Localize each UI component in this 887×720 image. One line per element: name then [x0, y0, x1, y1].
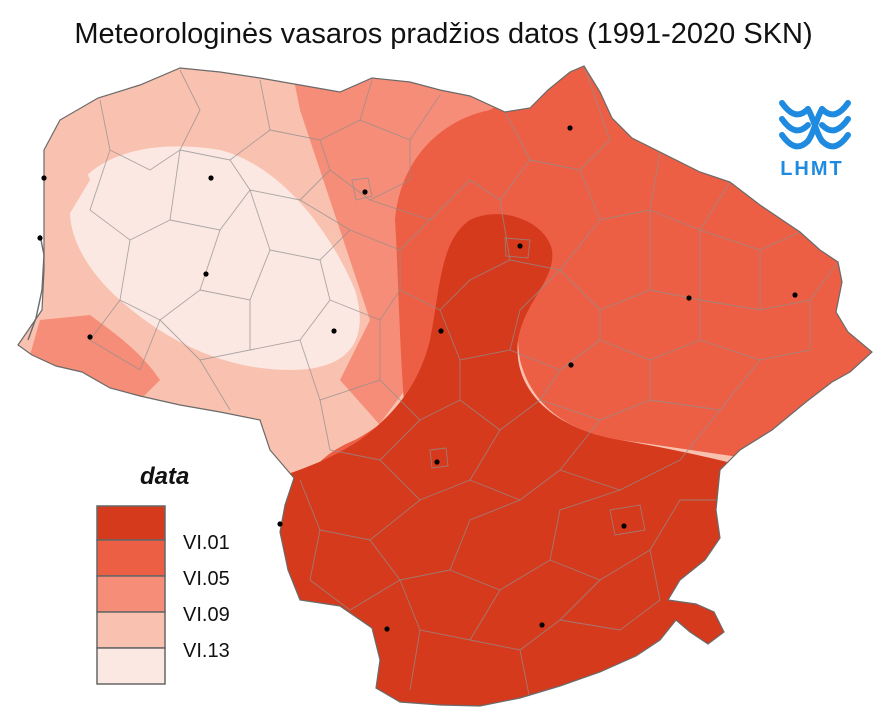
curonian-spit — [27, 234, 45, 341]
station-point — [203, 271, 209, 277]
station-point — [567, 125, 573, 131]
station-point — [362, 189, 368, 195]
legend-swatch — [96, 611, 166, 649]
station-point — [331, 328, 337, 334]
legend-label: VI.01 — [183, 532, 230, 554]
station-point — [87, 334, 93, 340]
legend-swatches — [96, 505, 166, 685]
station-point — [686, 295, 692, 301]
station-point — [208, 175, 214, 181]
legend-label: VI.05 — [183, 568, 230, 590]
station-point — [517, 243, 523, 249]
station-point — [434, 459, 440, 465]
legend-swatch — [96, 539, 166, 577]
zone-coast-north — [40, 130, 90, 300]
legend-swatch — [96, 575, 166, 613]
station-point — [438, 328, 444, 334]
legend-label: VI.13 — [183, 640, 230, 662]
zone-vi13-core — [70, 146, 360, 370]
legend-label: VI.09 — [183, 604, 230, 626]
country-border — [17, 65, 873, 707]
lhmt-logo-icon — [779, 100, 851, 150]
station-point — [41, 175, 47, 181]
municipality-borders — [89, 66, 839, 701]
station-point — [277, 521, 283, 527]
legend-swatch — [96, 647, 166, 685]
logo-text: LHMT — [780, 158, 844, 180]
map-title: Meteorologinės vasaros pradžios datos (1… — [74, 18, 813, 50]
station-point — [792, 292, 798, 298]
legend-swatch — [96, 505, 166, 541]
legend-title: data — [140, 463, 190, 490]
weather-stations — [37, 125, 798, 632]
station-point — [568, 362, 574, 368]
station-point — [37, 235, 43, 241]
station-point — [539, 622, 545, 628]
station-point — [384, 626, 390, 632]
station-point — [621, 523, 627, 529]
